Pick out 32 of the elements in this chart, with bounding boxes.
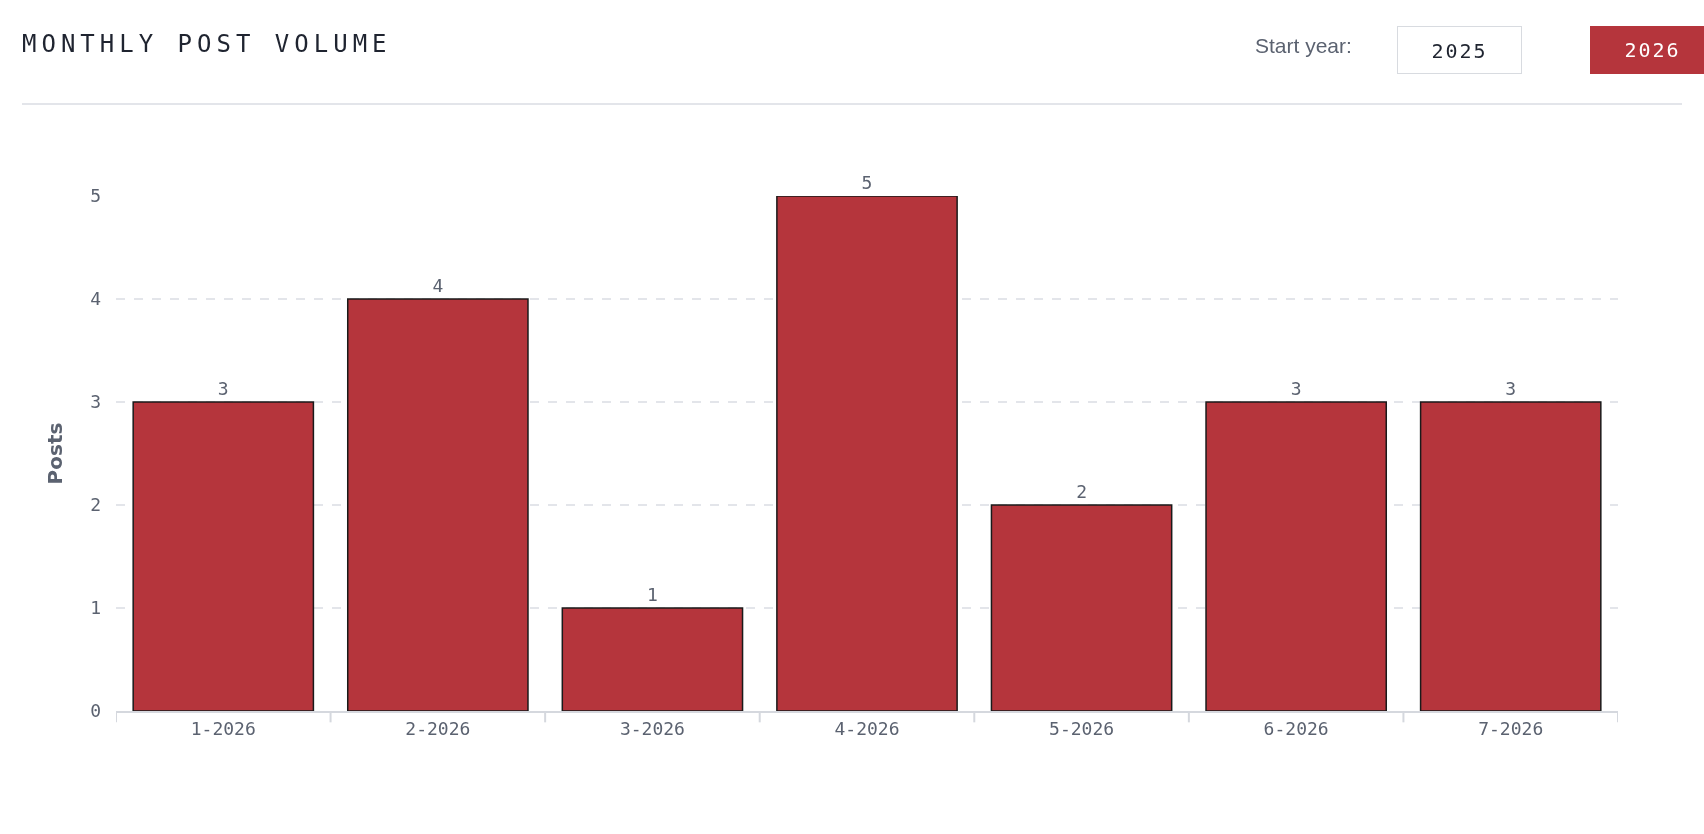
bar	[1419, 401, 1602, 711]
data-label: 2	[1076, 481, 1087, 502]
data-label: 4	[432, 275, 444, 296]
x-tick-label: 7-2026	[1478, 717, 1544, 739]
bar	[346, 298, 529, 711]
data-label: 3	[1505, 378, 1517, 399]
selected-year-button[interactable]: 2026	[1590, 26, 1704, 74]
bar	[132, 401, 315, 711]
x-tick-label: 1-2026	[190, 717, 256, 739]
chart-title: MONTHLY POST VOLUME	[22, 30, 392, 58]
data-label: 3	[217, 378, 229, 399]
x-tick-label: 5-2026	[1049, 717, 1115, 739]
x-tick-label: 4-2026	[834, 717, 900, 739]
year-button[interactable]: 2025	[1397, 26, 1522, 74]
y-tick-label: 0	[90, 700, 101, 722]
data-label: 5	[861, 172, 873, 193]
bar	[561, 607, 744, 711]
bar	[990, 504, 1173, 711]
data-label: 1	[647, 584, 658, 605]
y-tick-label: 3	[90, 391, 101, 413]
y-tick-label: 4	[90, 288, 101, 310]
bar	[1205, 401, 1388, 711]
data-label: 3	[1290, 378, 1302, 399]
text: Start year:	[1255, 34, 1352, 58]
y-tick-label: 1	[90, 597, 101, 619]
bar	[776, 196, 958, 711]
x-tick-label: 2-2026	[405, 717, 471, 739]
y-tick-label: 5	[90, 185, 101, 207]
x-tick-label: 3-2026	[619, 717, 685, 739]
y-tick-label: 2	[90, 494, 101, 516]
y-axis-title: Posts	[42, 422, 67, 485]
x-tick-label: 6-2026	[1263, 717, 1329, 739]
